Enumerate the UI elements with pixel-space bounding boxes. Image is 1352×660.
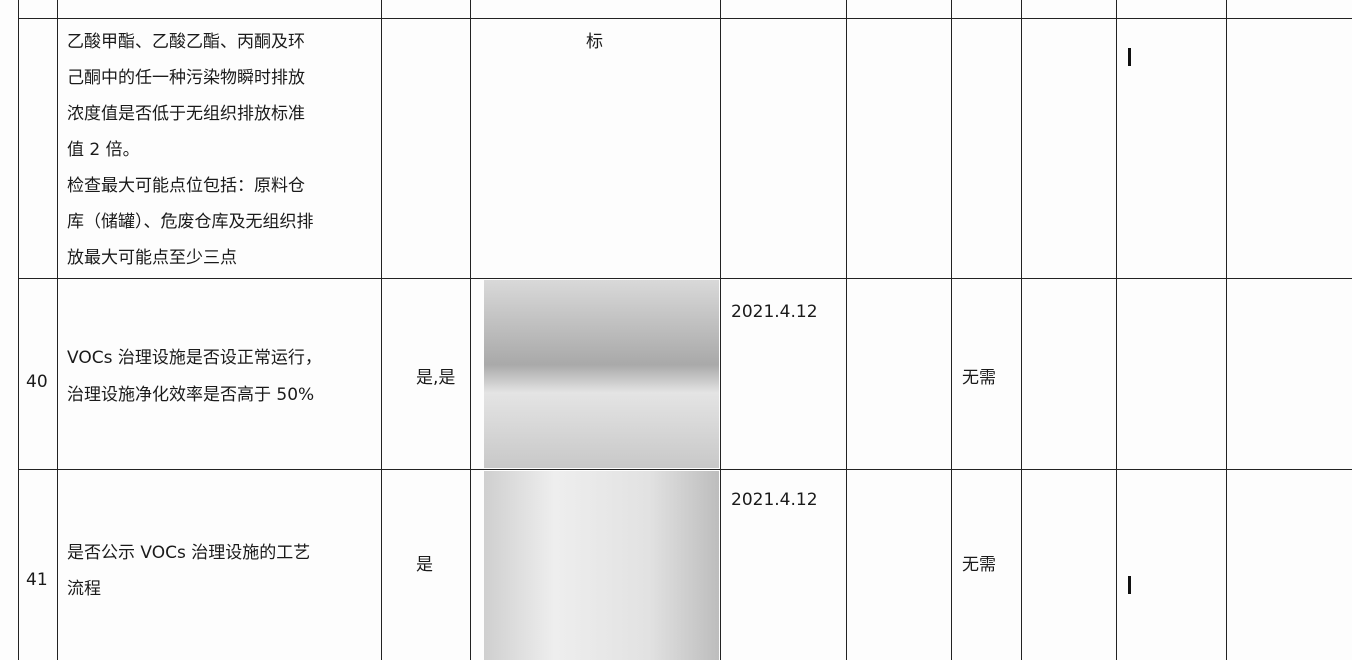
rule bbox=[1226, 0, 1227, 660]
rule bbox=[18, 469, 1352, 470]
rule bbox=[18, 0, 19, 660]
note: 无需 bbox=[962, 368, 996, 388]
item-text: 值 2 倍。 bbox=[67, 140, 140, 160]
item-text: 浓度值是否低于无组织排放标准 bbox=[67, 104, 305, 124]
rule bbox=[18, 278, 1352, 279]
rule bbox=[57, 0, 58, 660]
photo bbox=[484, 280, 719, 468]
item-text: 库（储罐）、危废仓库及无组织排 bbox=[67, 212, 314, 232]
rule bbox=[1021, 0, 1022, 660]
item-text: 乙酸甲酯、乙酸乙酯、丙酮及环 bbox=[67, 32, 305, 52]
date: 2021.4.12 bbox=[731, 490, 818, 510]
note: 无需 bbox=[962, 555, 996, 575]
pen-mark bbox=[1128, 576, 1131, 594]
row-number: 40 bbox=[26, 372, 48, 392]
rule bbox=[951, 0, 952, 660]
rule bbox=[381, 0, 382, 660]
item-text: 是否公示 VOCs 治理设施的工艺 bbox=[67, 543, 311, 563]
item-text: 流程 bbox=[67, 579, 101, 599]
item-text: 检查最大可能点位包括：原料仓 bbox=[67, 176, 305, 196]
rule bbox=[470, 0, 471, 660]
item-text: 放最大可能点至少三点 bbox=[67, 248, 237, 268]
rule bbox=[18, 18, 1352, 19]
result: 是 bbox=[416, 555, 433, 575]
item-text: VOCs 治理设施是否设正常运行， bbox=[67, 348, 322, 368]
date: 2021.4.12 bbox=[731, 302, 818, 322]
rule bbox=[720, 0, 721, 660]
result: 是,是 bbox=[416, 368, 456, 388]
photo-caption: 标 bbox=[586, 32, 603, 52]
item-text: 己酮中的任一种污染物瞬时排放 bbox=[67, 68, 305, 88]
photo bbox=[484, 471, 719, 660]
rule bbox=[846, 0, 847, 660]
rule bbox=[1116, 0, 1117, 660]
item-text: 治理设施净化效率是否高于 50% bbox=[67, 385, 315, 405]
pen-mark bbox=[1128, 48, 1131, 66]
row-number: 41 bbox=[26, 570, 48, 590]
